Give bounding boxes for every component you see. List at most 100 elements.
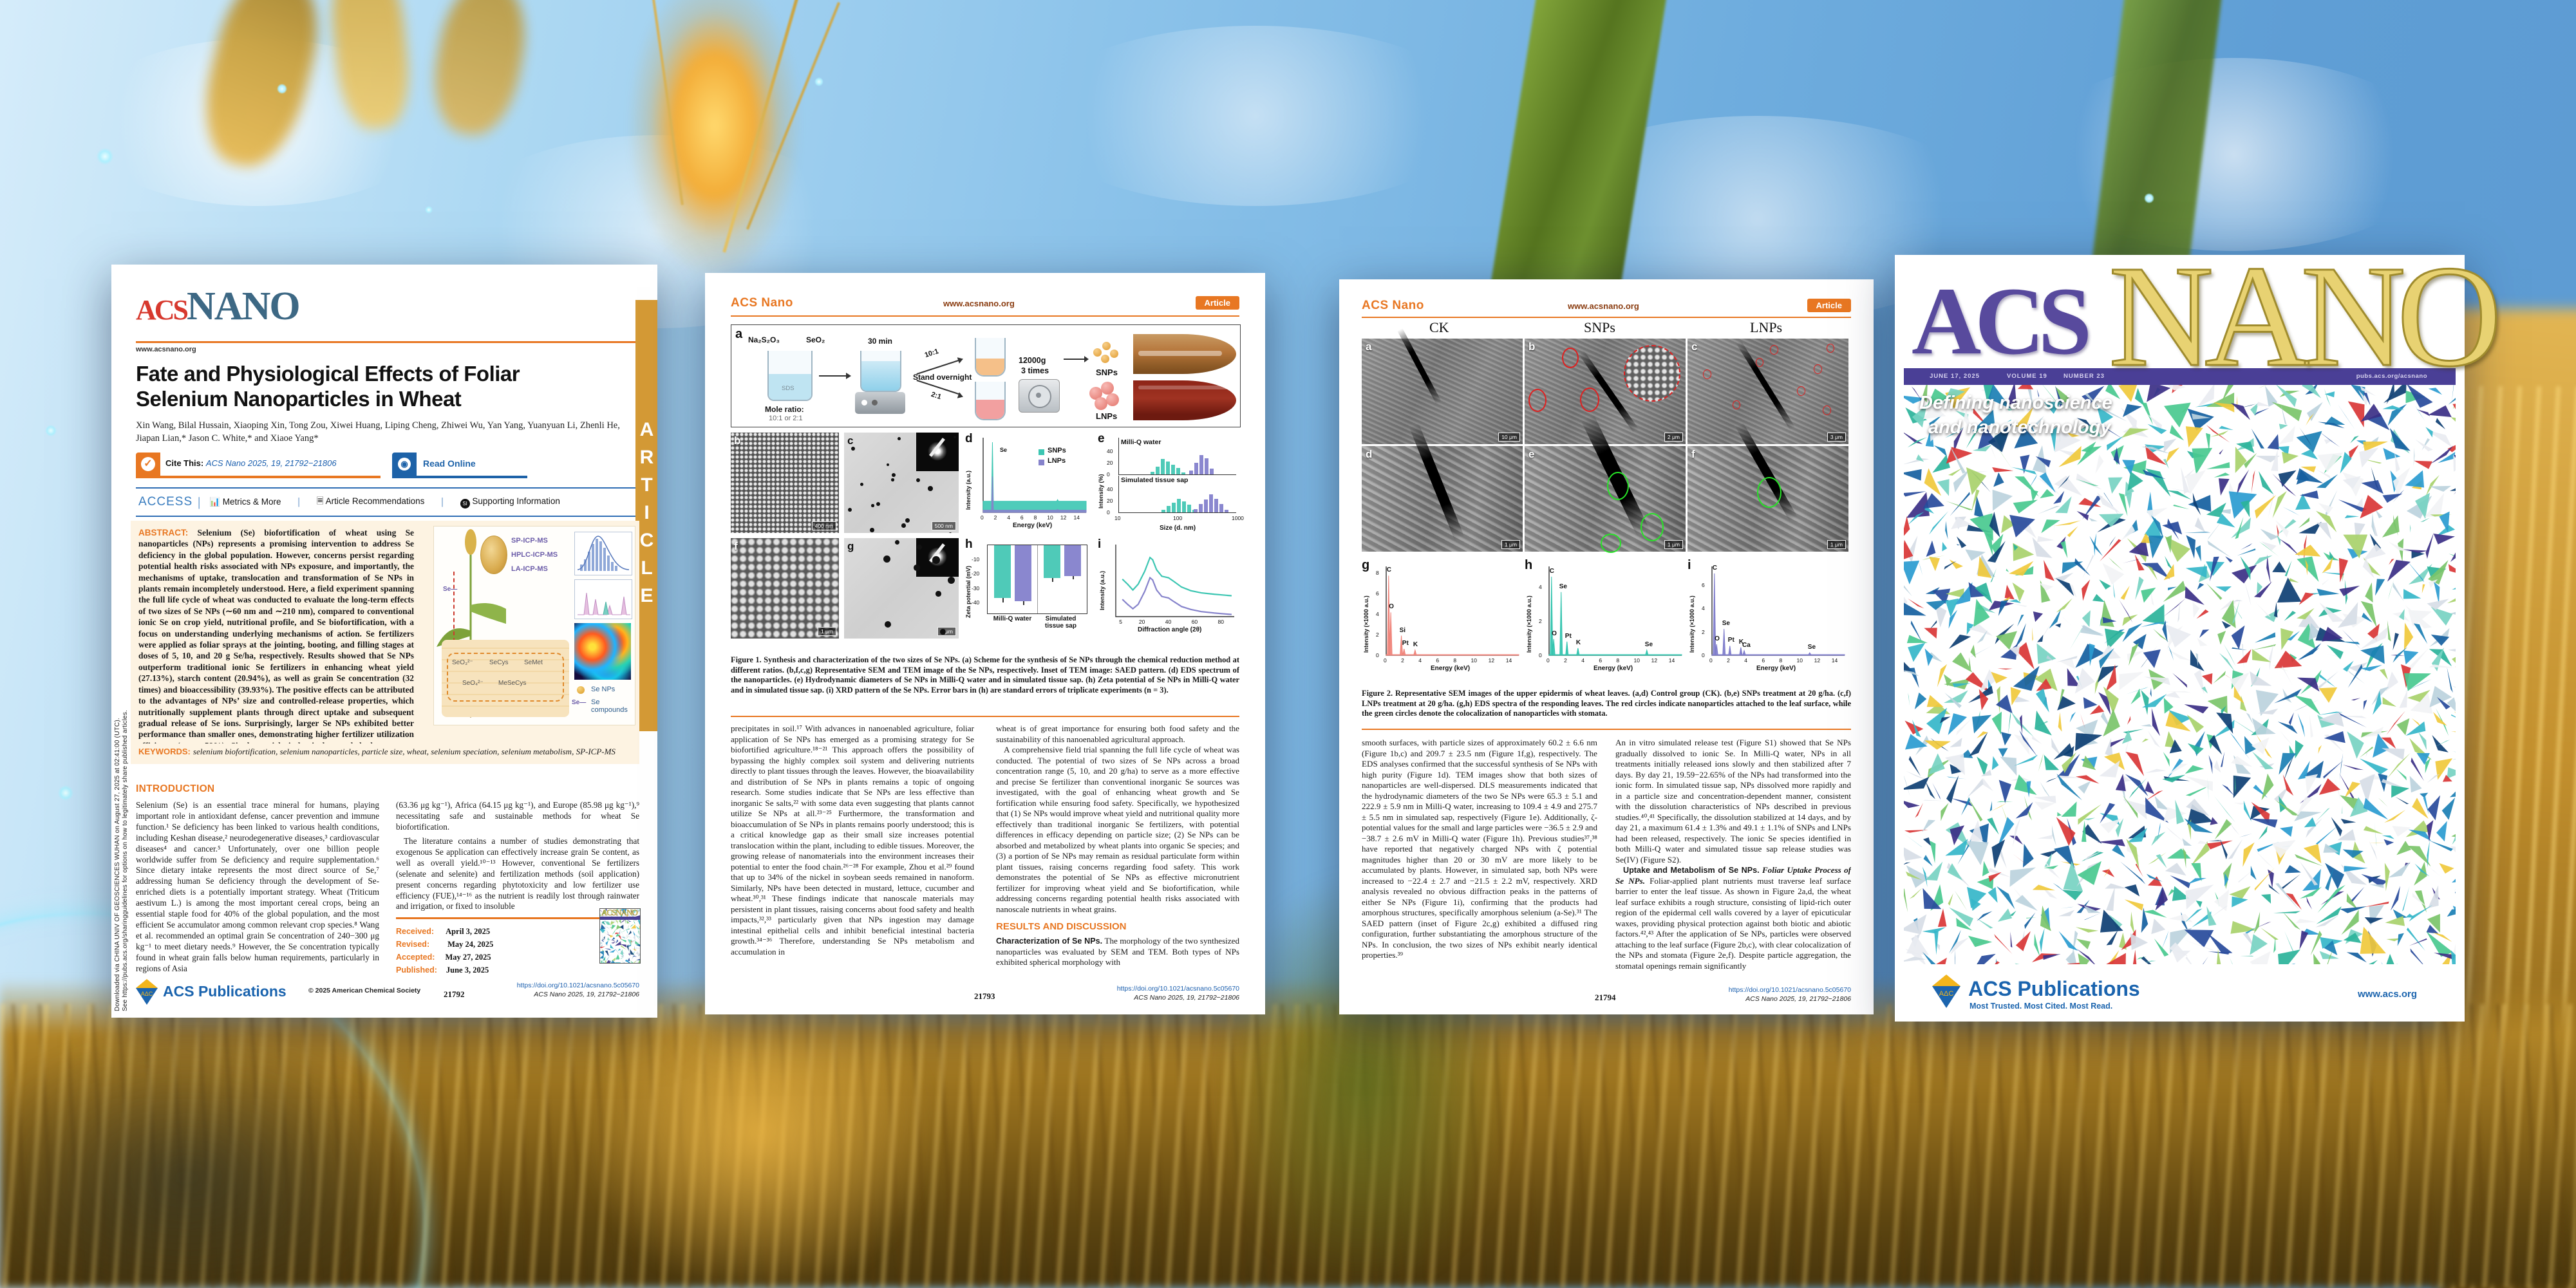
eds-peak-label: Si	[1399, 626, 1406, 634]
sds-liquid	[769, 374, 811, 400]
running-head-url[interactable]: www.acsnano.org	[1568, 301, 1639, 311]
centrifuge-speed-label: 12000g	[1019, 356, 1046, 365]
histogram-bar	[1161, 458, 1165, 474]
eds-peak-label: C	[1712, 564, 1718, 572]
stirring-liquid	[861, 361, 900, 391]
tem-nanoparticle-dot	[948, 577, 955, 584]
np-annotation-green	[1607, 472, 1629, 500]
legend-label: LNPs	[1048, 457, 1066, 465]
do i-link[interactable]: https://doi.org/10.1021/acsnano.5c05670	[1116, 985, 1239, 993]
page2-footer: 21793 https://doi.org/10.1021/acsnano.5c…	[731, 985, 1239, 1008]
article-badge: Article	[1807, 299, 1851, 312]
scale-bar: 500 nm	[931, 521, 956, 530]
y-axis-label: Intensity (%)	[1098, 474, 1104, 509]
author-list: Xin Wang, Bilal Hussain, Xiaoping Xin, T…	[136, 420, 620, 443]
np-annotation-red	[1562, 348, 1579, 368]
reagent-label-na2s2o3: Na₂S₂O₃	[748, 335, 780, 344]
zeta-bar	[994, 545, 1011, 599]
graphical-abstract: Se— SP-ICP-MS HPLC-ICP-MS LA-ICP-MS SeO₃…	[433, 526, 635, 725]
y-tick: -20	[972, 570, 980, 577]
supporting-information-link[interactable]: SI Supporting Information	[460, 496, 560, 509]
eds-peak-label: Pt	[1727, 637, 1735, 644]
treatment-label-ck: CK	[1429, 319, 1449, 335]
access-link[interactable]: ACCESS	[138, 495, 193, 509]
x-tick: 10	[1114, 515, 1121, 521]
panel-letter: f	[1691, 448, 1695, 460]
x-tick: 12	[1814, 657, 1821, 664]
x-tick: 60	[1191, 619, 1198, 625]
acs-org-link[interactable]: www.acs.org	[2358, 989, 2417, 1000]
x-tick: 10	[1047, 514, 1053, 521]
thumbnail-banner	[600, 917, 640, 920]
histogram-bar	[1181, 472, 1186, 474]
eds-peak-label: K	[1413, 640, 1418, 648]
np-annotation-red	[1733, 400, 1740, 409]
histogram-bar	[1171, 464, 1176, 474]
histogram-bar	[1204, 499, 1208, 512]
figure2-caption: Figure 2. Representative SEM images of t…	[1362, 689, 1851, 718]
np-annotation-red	[1770, 345, 1778, 355]
sds-label: SDS	[782, 385, 794, 392]
keywords-text: selenium biofortification, selenium nano…	[193, 747, 616, 756]
running-head-url[interactable]: www.acsnano.org	[943, 299, 1015, 308]
tube-lnp-suspension	[975, 382, 1006, 420]
x-axis-label: Diffraction angle (2θ)	[1138, 626, 1202, 633]
np-annotation-green	[1641, 513, 1664, 541]
received-value: April 3, 2025	[446, 927, 491, 936]
x-tick: 10	[1633, 657, 1640, 664]
nano-logo-text: NANO	[187, 285, 301, 328]
method-label-3: LA-ICP-MS	[511, 565, 548, 573]
saed-inset	[916, 433, 959, 471]
np-annotation-red	[1797, 386, 1805, 396]
body-column-1: precipitates in soil.¹⁷ With advances in…	[731, 723, 974, 957]
histogram-bar	[1176, 499, 1181, 512]
y-tick: -40	[972, 599, 980, 606]
published-label: Published:	[396, 966, 437, 975]
doi-link[interactable]: https://doi.org/10.1021/acsnano.5c05670	[516, 982, 639, 989]
figure1-panel-h-zeta: h -10 -20 -30 -40 Zeta potential (mV) Milli-Q…	[964, 538, 1090, 639]
cover-volume: VOLUME 19	[2007, 373, 2047, 380]
y-tick: -10	[972, 555, 980, 563]
reader-icon: ◉	[392, 453, 417, 476]
zeta-bar	[1044, 545, 1060, 578]
x-tick: 8	[1616, 657, 1620, 664]
np-annotation-red	[1823, 406, 1831, 415]
characterization-lead: Characterization of Se NPs.	[996, 937, 1103, 946]
panel-letter: i	[1688, 558, 1691, 572]
x-tick: 12	[1488, 657, 1495, 664]
panel-letter: d	[1366, 448, 1373, 460]
tem-nanoparticle-dot	[940, 629, 946, 635]
figure1-panel-d-eds: d 0 2 4 6 8 10 12 14 Intensity (a.u.) Energy (keV…	[964, 433, 1090, 533]
eds-peak-label: Se	[1644, 641, 1653, 649]
running-head-journal: ACS Nano	[731, 296, 793, 310]
y-tick: 40	[1107, 486, 1113, 493]
x-tick: 5	[1119, 619, 1122, 625]
cover-site-link[interactable]: pubs.acs.org/acsnano	[2356, 373, 2427, 380]
eds-peak-label: C	[1549, 567, 1555, 575]
tem-nanoparticle-dot	[887, 463, 890, 467]
metrics-more-link[interactable]: 📊 Metrics & More	[209, 497, 281, 507]
journal-url-link[interactable]: www.acsnano.org	[136, 346, 196, 353]
x-tick: 0	[981, 514, 984, 521]
cite-reference-link[interactable]: ACS Nano 2025, 19, 21792−21806	[205, 458, 337, 468]
sp-icp-ms-histogram-thumbnail	[574, 532, 632, 575]
legend-se-np-dot	[577, 686, 585, 694]
snp-suspension-photo	[1133, 334, 1236, 374]
y-axis-label: Intensity (×1000 a.u.)	[1526, 595, 1532, 653]
histogram-bar	[1171, 502, 1176, 512]
cell-pathway-outline	[447, 653, 564, 702]
article-title: Fate and Physiological Effects of Foliar…	[136, 362, 520, 411]
x-tick: 6	[1020, 514, 1024, 521]
scale-bar: 3 μm	[1827, 433, 1846, 442]
y-tick: 0	[1539, 652, 1542, 658]
download-notice-line2: See https://pubs.acs.org/sharingguidelin…	[122, 709, 129, 1011]
panel-letter: g	[1362, 558, 1370, 572]
x-tick: 4	[1744, 657, 1747, 664]
page1-footer: AΔC ACS Publications © 2025 American Che…	[136, 978, 639, 1009]
svg-text:AΔC: AΔC	[141, 991, 153, 997]
y-tick: 6	[1702, 582, 1705, 589]
y-axis-label: Intensity (a.u.)	[965, 470, 972, 510]
read-online-button[interactable]: ◉ Read Online	[392, 453, 527, 478]
article-recommendations-link[interactable]: 🗏 Article Recommendations	[316, 496, 425, 506]
doi-link[interactable]: https://doi.org/10.1021/acsnano.5c05670	[1728, 986, 1851, 994]
